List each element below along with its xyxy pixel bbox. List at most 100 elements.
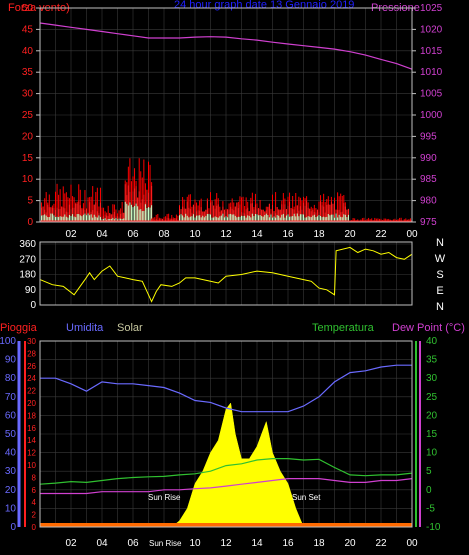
pressure-tick-label: 985 xyxy=(420,174,437,185)
rain-tick-label: 30 xyxy=(27,337,36,346)
wind-speed-tick-label: 35 xyxy=(22,67,34,78)
rain-tick-label: 22 xyxy=(27,387,36,396)
rain-tick-label: 0 xyxy=(32,523,37,532)
pressure-tick-label: 975 xyxy=(420,217,437,228)
humidity-tick-label: 50 xyxy=(5,429,17,440)
time-tick-label: 16 xyxy=(282,229,294,240)
rain-tick-label: 2 xyxy=(32,511,37,520)
compass-letter: E xyxy=(436,285,443,297)
time-tick-label: 02 xyxy=(65,229,77,240)
compass-letter: N xyxy=(436,301,444,313)
pressure-axis: 975 980 985 990 995 1000 1005 1010 1015 1020 1025 xyxy=(412,3,443,228)
temperature-series-line xyxy=(39,458,413,485)
temperature-label: Temperatura xyxy=(312,322,375,334)
panel1-time-axis: 02 04 06 08 10 12 14 16 18 20 22 00 xyxy=(65,229,418,240)
rain-tick-label: 18 xyxy=(27,411,36,420)
temperature-tick-label: -10 xyxy=(426,522,441,533)
panel3-time-axis: 02 04 06 10 12 14 16 18 20 22 00 xyxy=(65,538,418,549)
rain-label: Pioggia xyxy=(0,322,38,334)
compass-letter: N xyxy=(436,237,444,249)
rain-tick-label: 12 xyxy=(27,449,36,458)
direction-tick-label: 360 xyxy=(19,239,36,250)
rain-tick-label: 6 xyxy=(32,486,37,495)
pressure-tick-label: 1010 xyxy=(420,67,443,78)
time-tick-label: 06 xyxy=(127,538,139,549)
time-tick-label: 00 xyxy=(406,538,418,549)
compass-letter: W xyxy=(435,253,446,265)
humidity-tick-label: 20 xyxy=(5,485,17,496)
pressure-tick-label: 980 xyxy=(420,196,437,207)
temperature-tick-label: 20 xyxy=(426,410,438,421)
wind-speed-tick-label: 30 xyxy=(22,89,34,100)
pressure-tick-label: 995 xyxy=(420,131,437,142)
direction-tick-label: 180 xyxy=(19,270,36,281)
wind-speed-tick-label: 20 xyxy=(22,131,34,142)
humidity-label: Umidita xyxy=(66,322,104,334)
pressure-tick-label: 1015 xyxy=(420,46,443,57)
time-tick-label: 10 xyxy=(189,538,201,549)
humidity-tick-label: 40 xyxy=(5,448,17,459)
direction-tick-label: 90 xyxy=(25,285,37,296)
temperature-tick-label: -5 xyxy=(426,503,435,514)
rain-baseline xyxy=(40,523,412,527)
time-tick-label: 02 xyxy=(65,538,77,549)
rain-tick-label: 10 xyxy=(27,461,36,470)
temperature-axis: -10 -5 0 5 10 15 20 25 30 35 40 xyxy=(415,336,441,533)
time-tick-label: 20 xyxy=(344,229,356,240)
wind-speed-tick-label: 15 xyxy=(22,153,34,164)
pressure-tick-label: 1005 xyxy=(420,89,443,100)
time-tick-label: 14 xyxy=(251,538,263,549)
temperature-tick-label: 35 xyxy=(426,355,438,366)
wind-speed-axis: 0 5 10 15 20 25 30 35 40 45 50 xyxy=(22,3,40,228)
wind-speed-tick-label: 40 xyxy=(22,46,34,57)
humidity-tick-label: 0 xyxy=(10,522,16,533)
rain-tick-label: 14 xyxy=(27,436,36,445)
pressure-tick-label: 1000 xyxy=(420,110,443,121)
time-tick-label: 18 xyxy=(313,229,325,240)
pressure-tick-label: 1020 xyxy=(420,24,443,35)
time-tick-label: 22 xyxy=(375,229,387,240)
wind-speed-tick-label: 50 xyxy=(22,3,34,14)
humidity-series-line xyxy=(40,364,412,413)
panel3-frame xyxy=(39,340,413,528)
temperature-tick-label: 5 xyxy=(426,466,432,477)
direction-axis: 0 90 180 270 360 xyxy=(19,239,36,311)
compass-letter: S xyxy=(436,269,443,281)
time-tick-label: 06 xyxy=(127,229,139,240)
humidity-tick-label: 60 xyxy=(5,410,17,421)
temperature-tick-label: 40 xyxy=(426,336,438,347)
sunset-annotation: Sun Set xyxy=(292,493,321,502)
wind-speed-tick-label: 5 xyxy=(27,196,33,207)
temperature-tick-label: 30 xyxy=(426,373,438,384)
humidity-tick-label: 70 xyxy=(5,392,17,403)
time-tick-label: 00 xyxy=(406,229,418,240)
sunrise-annotation: Sun Rise xyxy=(148,493,181,502)
rain-tick-label: 26 xyxy=(27,362,36,371)
wind-direction-series-line xyxy=(39,246,413,303)
panel2-grid xyxy=(40,242,412,306)
humidity-axis: 0 10 20 30 40 50 60 70 80 90 100 xyxy=(0,336,21,533)
time-tick-label: 10 xyxy=(189,229,201,240)
humidity-tick-label: 100 xyxy=(0,336,16,347)
time-tick-label: 20 xyxy=(344,538,356,549)
sunrise-time-tick: Sun Rise xyxy=(149,539,182,548)
humidity-tick-label: 80 xyxy=(5,373,17,384)
humidity-tick-label: 30 xyxy=(5,466,17,477)
rain-tick-label: 4 xyxy=(32,498,37,507)
dewpoint-series-line xyxy=(40,478,413,495)
wind-speed-tick-label: 45 xyxy=(22,24,34,35)
time-tick-label: 04 xyxy=(96,229,108,240)
direction-tick-label: 0 xyxy=(30,300,36,311)
wind-speed-tick-label: 10 xyxy=(22,174,34,185)
dewpoint-label: Dew Point (°C) xyxy=(392,322,465,334)
solar-label: Solar xyxy=(117,322,143,334)
rain-tick-label: 8 xyxy=(32,473,37,482)
wind-speed-tick-label: 0 xyxy=(27,217,33,228)
direction-tick-label: 270 xyxy=(19,254,36,265)
pressure-tick-label: 990 xyxy=(420,153,437,164)
wind-series xyxy=(39,158,412,222)
rain-tick-label: 28 xyxy=(27,349,36,358)
temperature-tick-label: 25 xyxy=(426,392,438,403)
